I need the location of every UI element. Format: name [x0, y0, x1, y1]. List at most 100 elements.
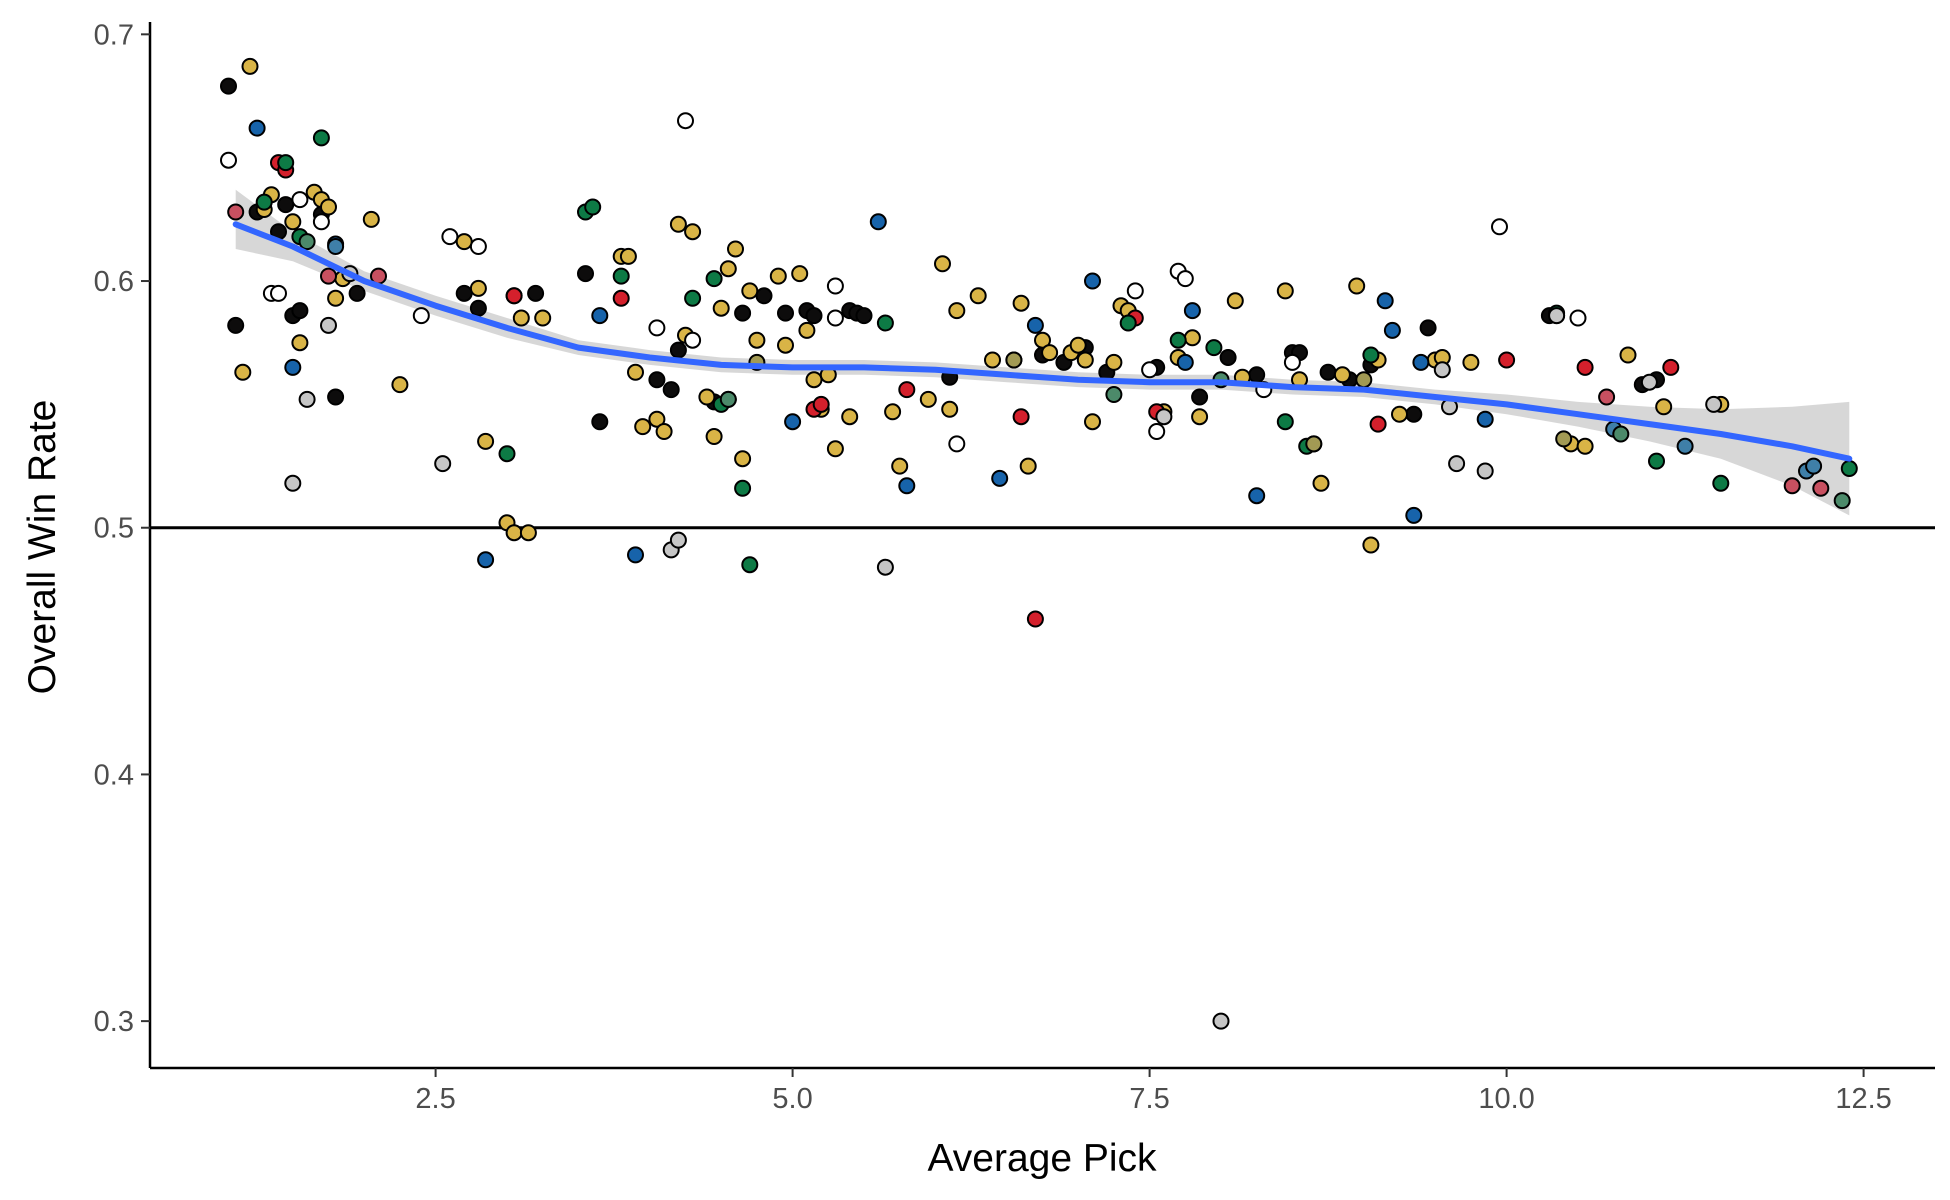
data-point: [991, 469, 1009, 487]
data-point: [891, 457, 909, 475]
data-point: [455, 284, 473, 302]
data-point: [241, 57, 259, 75]
data-point: [1576, 358, 1594, 376]
data-point: [1076, 351, 1094, 369]
data-point: [1212, 1012, 1230, 1030]
data-point: [1433, 361, 1451, 379]
data-point: [1491, 218, 1508, 236]
data-point: [1369, 415, 1387, 433]
data-point: [1169, 331, 1187, 349]
data-point: [1498, 351, 1516, 369]
data-point: [320, 267, 337, 285]
data-point: [1105, 353, 1123, 371]
data-point: [1126, 282, 1144, 300]
y-tick-label: 0.4: [94, 759, 134, 791]
data-point: [1276, 413, 1294, 431]
data-point: [441, 228, 459, 246]
data-point: [1191, 388, 1209, 406]
data-point: [534, 309, 552, 327]
data-point: [719, 260, 737, 278]
data-point: [1476, 462, 1494, 480]
data-point: [1005, 351, 1023, 369]
data-point: [1141, 361, 1159, 379]
x-axis-title: Average Pick: [927, 1137, 1157, 1180]
data-point: [634, 418, 652, 436]
data-point: [1319, 363, 1337, 381]
data-point: [1376, 292, 1394, 310]
data-point: [948, 302, 966, 320]
x-tick-label: 12.5: [1835, 1083, 1891, 1115]
data-point: [1176, 353, 1194, 371]
data-point: [1026, 610, 1044, 628]
data-point: [527, 284, 545, 302]
data-point: [477, 551, 495, 569]
smooth-trend-line: [232, 221, 1853, 462]
data-point: [712, 299, 730, 317]
data-point: [984, 351, 1001, 369]
data-point: [1034, 331, 1051, 349]
data-point: [648, 410, 666, 428]
data-point: [227, 203, 245, 221]
data-point: [348, 284, 366, 302]
data-point: [327, 238, 345, 255]
data-point: [1569, 309, 1587, 327]
data-point: [469, 279, 487, 297]
data-point: [1405, 405, 1423, 423]
data-point: [284, 474, 302, 492]
data-point: [1348, 277, 1366, 295]
data-point: [1705, 395, 1723, 413]
data-point: [1676, 437, 1694, 455]
data-points-layer: [220, 57, 1858, 1030]
data-point: [1576, 437, 1594, 455]
data-point: [969, 287, 987, 305]
data-point: [1183, 329, 1201, 347]
data-point: [220, 151, 237, 169]
data-point: [298, 390, 316, 408]
data-point: [1019, 457, 1037, 475]
y-tick-label: 0.7: [94, 19, 134, 51]
data-point: [648, 371, 666, 389]
data-point: [298, 233, 316, 251]
data-point: [270, 284, 287, 302]
axes-layer: 2.5 5.0 7.5 10.0 12.5 0.3 0.4 0.5 0.6 0.7: [94, 19, 1935, 1115]
data-point: [777, 304, 794, 322]
data-point: [734, 304, 752, 322]
data-point: [684, 331, 702, 349]
data-point: [1598, 388, 1616, 406]
data-point: [619, 247, 637, 265]
data-point: [812, 395, 830, 413]
data-point: [826, 309, 844, 327]
data-point: [1448, 455, 1466, 473]
data-point: [741, 556, 759, 574]
data-point: [455, 233, 473, 251]
data-point: [627, 363, 644, 381]
data-point: [684, 289, 702, 307]
data-point: [577, 265, 594, 283]
data-point: [248, 119, 266, 137]
data-point: [719, 390, 737, 408]
data-point: [498, 445, 516, 463]
data-point: [1041, 344, 1059, 362]
data-point: [791, 265, 809, 283]
data-point: [469, 238, 487, 255]
data-point: [755, 287, 773, 305]
data-point: [1783, 477, 1801, 495]
data-point: [277, 154, 295, 172]
data-point: [1812, 479, 1830, 497]
data-point: [612, 289, 630, 307]
data-point: [648, 319, 666, 337]
data-point: [777, 336, 794, 354]
data-point: [320, 198, 337, 216]
data-point: [1655, 398, 1673, 416]
x-tick-label: 10.0: [1478, 1083, 1534, 1115]
data-point: [698, 388, 716, 406]
data-point: [705, 270, 723, 288]
data-point: [1191, 408, 1209, 426]
data-point: [505, 287, 523, 305]
data-point: [1476, 410, 1494, 428]
data-point: [1026, 316, 1044, 334]
data-point: [1176, 270, 1194, 288]
data-point: [320, 316, 337, 334]
data-point: [734, 479, 752, 497]
data-point: [1012, 408, 1030, 426]
